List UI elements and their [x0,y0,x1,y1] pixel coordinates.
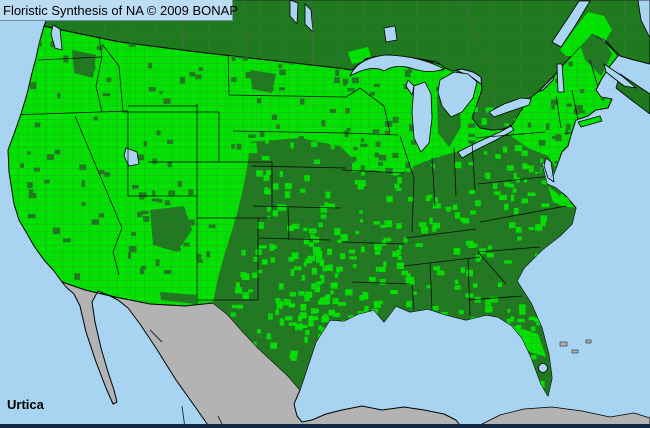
map-title-bar: Floristic Synthesis of NA © 2009 BONAP [0,0,238,21]
state-borders [11,29,601,317]
long-island [577,115,603,128]
bahamas-islands [559,339,592,354]
lakes [50,0,650,373]
bottom-edge-bar [0,424,650,428]
map-title: Floristic Synthesis of NA © 2009 BONAP [3,2,239,18]
taxon-label: Urtica [7,397,44,412]
cuba [481,406,650,428]
